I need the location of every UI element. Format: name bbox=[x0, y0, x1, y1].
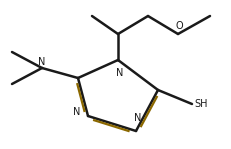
Text: N: N bbox=[134, 113, 142, 123]
Text: O: O bbox=[175, 21, 183, 31]
Text: N: N bbox=[38, 57, 46, 67]
Text: N: N bbox=[73, 107, 80, 117]
Text: SH: SH bbox=[194, 99, 207, 109]
Text: N: N bbox=[116, 68, 124, 78]
